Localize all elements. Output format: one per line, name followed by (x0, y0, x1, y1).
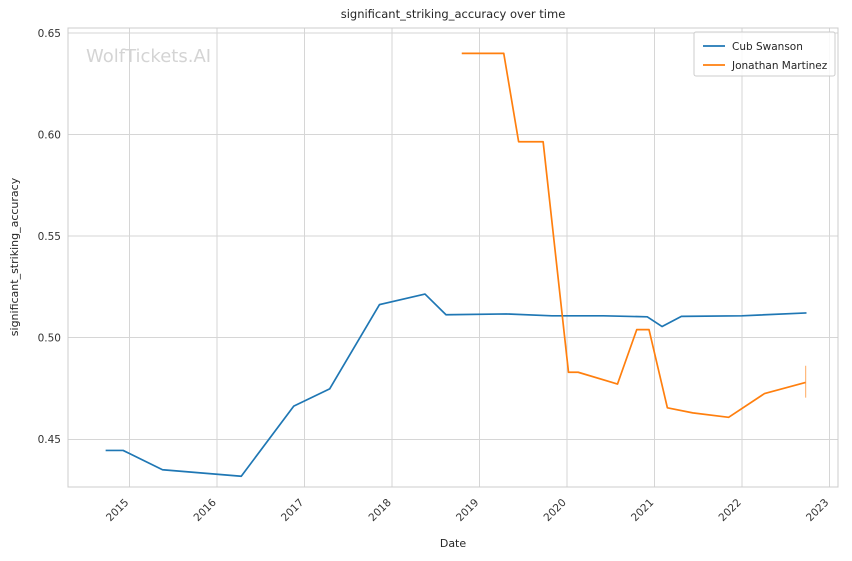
y-tick-label-0.50: 0.50 (38, 333, 61, 345)
y-tick-label-0.55: 0.55 (38, 231, 61, 243)
y-axis-label: significant_striking_accuracy (8, 177, 21, 336)
y-tick-labels: 0.45 0.50 0.55 0.60 0.65 (38, 28, 61, 446)
legend-items: Cub Swanson Jonathan Martinez (703, 41, 828, 72)
chart-legend[interactable]: Cub Swanson Jonathan Martinez (693, 31, 836, 77)
legend-label-1[interactable]: Jonathan Martinez (731, 60, 828, 72)
x-axis-label: Date (440, 537, 467, 550)
legend-label-0[interactable]: Cub Swanson (732, 41, 803, 53)
y-tick-label-0.60: 0.60 (38, 129, 61, 141)
plot-area-border (67, 27, 839, 488)
y-gridlines (68, 32, 838, 440)
y-tick-label-0.65: 0.65 (38, 28, 61, 40)
plot-area-background (68, 28, 838, 487)
chart-title: significant_striking_accuracy over time (341, 7, 566, 21)
series-line-1 (461, 52, 806, 419)
x-gridlines (128, 28, 830, 487)
legend-background (693, 31, 836, 77)
y-tick-label-0.45: 0.45 (38, 434, 61, 446)
series-line-0 (105, 293, 807, 478)
series-lines-group (105, 52, 807, 478)
watermark-label: WolfTickets.AI (86, 46, 211, 67)
